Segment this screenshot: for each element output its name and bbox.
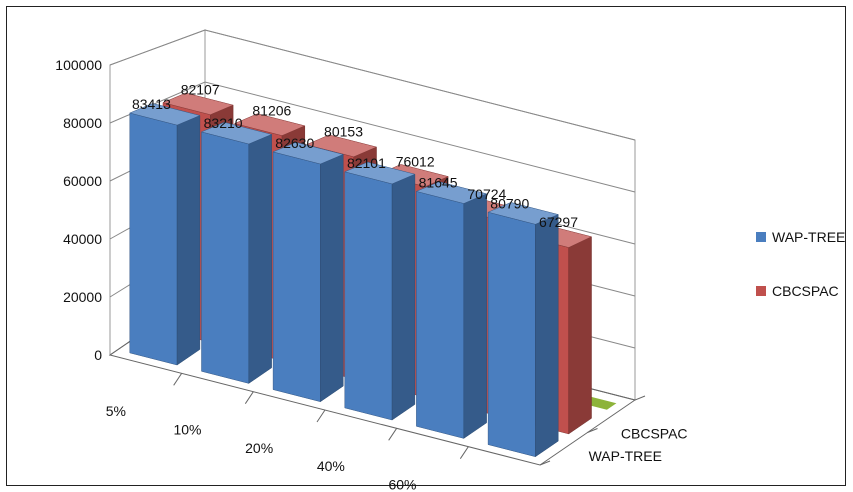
depth-tick-label: WAP-TREE (589, 448, 662, 464)
x-tick-mark (459, 446, 469, 459)
bar-top-face (487, 202, 559, 225)
x-tick-label: 20% (245, 440, 273, 456)
bar-top-face (415, 181, 488, 204)
legend-label-cbcspac: CBCSPAC (772, 283, 839, 299)
y-tick-label: 80000 (63, 115, 102, 131)
bar-front-face (487, 211, 536, 458)
bar-wap-tree-5pct (129, 103, 201, 366)
x-tick-mark (388, 428, 398, 441)
bar-side-face (463, 193, 487, 439)
bar-wap-tree-60pct (415, 181, 488, 439)
y-tick-label: 0 (94, 347, 102, 363)
data-label: 81645 (419, 174, 458, 190)
x-tick-mark (316, 409, 326, 423)
y-tick-label: 20000 (63, 289, 102, 305)
legend: WAP-TREE CBCSPAC (756, 229, 845, 299)
bar-side-face (320, 154, 344, 403)
gridline (109, 29, 636, 141)
data-label: 70724 (467, 186, 506, 202)
bar-side-face (248, 134, 272, 384)
data-label: 81206 (252, 102, 291, 118)
data-label: 80790 (490, 195, 529, 211)
bar-wap-tree-80pct (487, 202, 559, 458)
depth-tick-label: CBCSPAC (621, 426, 688, 442)
bar-side-face (535, 214, 559, 458)
y-axis-ticks: 0 20000 40000 60000 80000 100000 (55, 57, 102, 363)
bar-front-face (201, 131, 250, 384)
y-tick-label: 40000 (63, 231, 102, 247)
bar-top-face (272, 142, 344, 165)
data-label: 83413 (132, 96, 171, 112)
bar-front-face (416, 191, 465, 439)
bar-front-face (129, 112, 178, 366)
bar-wap-tree-20pct (272, 142, 344, 403)
x-tick-label: 60% (388, 477, 416, 492)
bar-front-face (344, 171, 393, 421)
data-label: 67297 (539, 214, 578, 230)
data-label: 80153 (324, 124, 363, 140)
bar-front-face (272, 151, 321, 403)
legend-swatch-wap-tree (756, 232, 766, 242)
bar-top-face (200, 122, 273, 145)
depth-tick-mark (634, 395, 646, 401)
legend-swatch-cbcspac (756, 286, 766, 296)
y-tick-label: 100000 (55, 57, 102, 73)
y-tick-label: 60000 (63, 173, 102, 189)
bar-side-face (391, 173, 416, 421)
bar-top-face (162, 92, 234, 115)
data-label: 82101 (347, 155, 386, 171)
bar-top-face (344, 161, 416, 185)
bars (129, 92, 593, 458)
depth-tick-mark (539, 460, 551, 466)
data-label: 83210 (204, 115, 243, 131)
depth-tick-mark (587, 428, 598, 433)
x-axis-ticks: 5%10%20%40%60%80% (106, 403, 417, 492)
bar-top-face (129, 103, 201, 126)
depth-axis-ticks: CBCSPAC WAP-TREE (589, 426, 688, 464)
data-labels: 82107 83413 81206 83210 80153 82630 76012 82101… (132, 82, 578, 230)
x-tick-label: 40% (317, 458, 345, 474)
x-tick-mark (173, 373, 183, 386)
x-tick-label: 5% (106, 403, 126, 419)
legend-label-wap-tree: WAP-TREE (772, 229, 845, 245)
bar-wap-tree-40pct (344, 161, 416, 421)
bar-top-face (305, 134, 378, 158)
bar-top-face (233, 113, 306, 136)
bar-side-face (568, 236, 592, 435)
bar-wap-tree-10pct (200, 122, 273, 384)
data-label: 76012 (396, 153, 435, 169)
bar-side-face (176, 115, 201, 366)
data-label: 82630 (275, 135, 314, 151)
data-label: 82107 (181, 82, 220, 98)
x-tick-label: 10% (173, 422, 201, 438)
x-tick-mark (244, 391, 254, 404)
